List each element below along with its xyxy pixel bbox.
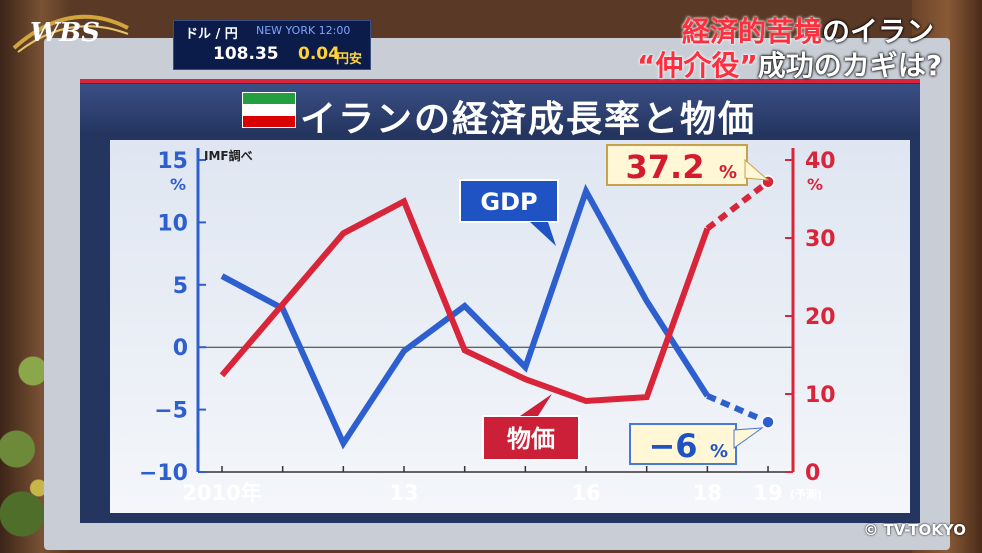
right-tick-label: 30 xyxy=(805,227,836,252)
left-tick-label: 15 xyxy=(157,149,188,174)
cpi-line xyxy=(219,197,711,405)
headline-2-white: 成功のカギは? xyxy=(757,49,942,82)
right-axis-unit: % xyxy=(807,175,823,194)
cpi-label-box xyxy=(482,415,580,461)
left-tick-label: −5 xyxy=(154,399,188,424)
headline-1-white: のイラン xyxy=(821,15,934,48)
x-tick-label: 16 xyxy=(571,481,600,505)
wbs-logo xyxy=(10,8,130,56)
x-tick-label: 18 xyxy=(693,481,722,505)
cpi-annotation-unit: % xyxy=(719,162,737,183)
left-tick-label: 10 xyxy=(157,211,188,236)
gdp-annotation-pointer xyxy=(733,427,764,449)
ticker-price: 108.35 xyxy=(213,44,279,64)
ticker-change-unit: 円安 xyxy=(336,52,363,67)
headline-1-red: 経済的苦境 xyxy=(681,15,822,48)
right-tick-label: 20 xyxy=(805,305,836,330)
x-tick-label: 13 xyxy=(389,481,418,505)
right-tick-label: 10 xyxy=(805,383,836,408)
cpi-forecast-line xyxy=(705,179,770,232)
x-tick-label: 2010年 xyxy=(182,481,261,505)
x-tick-label: 19 xyxy=(753,481,782,505)
gdp-series-label: GDP xyxy=(480,188,537,216)
cpi-series-label: 物価 xyxy=(507,425,555,453)
source-label: IMF調べ xyxy=(204,148,253,163)
forecast-label: (予測) xyxy=(790,487,822,501)
chart-title: イランの経済成長率と物価 xyxy=(300,99,757,140)
ticker-label: ドル / 円 xyxy=(185,27,238,42)
iran-flag-icon xyxy=(242,92,296,128)
headline-line-2: “仲介役”成功のカギは? xyxy=(637,44,942,84)
gdp-line xyxy=(220,183,710,450)
cpi-annotation-box xyxy=(606,144,748,186)
left-tick-label: −10 xyxy=(139,461,188,486)
title-bar xyxy=(80,84,920,134)
left-axis-unit: % xyxy=(170,175,186,194)
gdp-annotation-value: −6 xyxy=(648,427,697,465)
copyright: © TV-TOKYO xyxy=(863,521,966,539)
right-tick-label: 0 xyxy=(805,461,820,486)
gdp-annotation-unit: % xyxy=(710,441,728,462)
gdp-label-box xyxy=(459,179,559,223)
gdp-label-pointer xyxy=(530,222,556,246)
gdp-end-point xyxy=(761,415,775,429)
headline-2-red: “仲介役” xyxy=(636,49,758,82)
right-tick-label: 40 xyxy=(805,149,836,174)
cpi-annotation-pointer xyxy=(744,158,770,181)
headline-line-1: 経済的苦境のイラン xyxy=(682,10,934,50)
gdp-forecast-line xyxy=(706,393,770,425)
currency-ticker xyxy=(173,20,371,70)
ticker-change: 0.04 xyxy=(298,44,340,64)
title-accent-line xyxy=(80,79,920,83)
cpi-label-pointer xyxy=(520,394,552,416)
left-tick-label: 0 xyxy=(173,336,188,361)
wbs-logo-text: WBS xyxy=(30,18,100,48)
left-tick-label: 5 xyxy=(173,274,188,299)
cpi-annotation-value: 37.2 xyxy=(626,148,705,186)
ticker-time: NEW YORK 12:00 xyxy=(256,24,351,37)
